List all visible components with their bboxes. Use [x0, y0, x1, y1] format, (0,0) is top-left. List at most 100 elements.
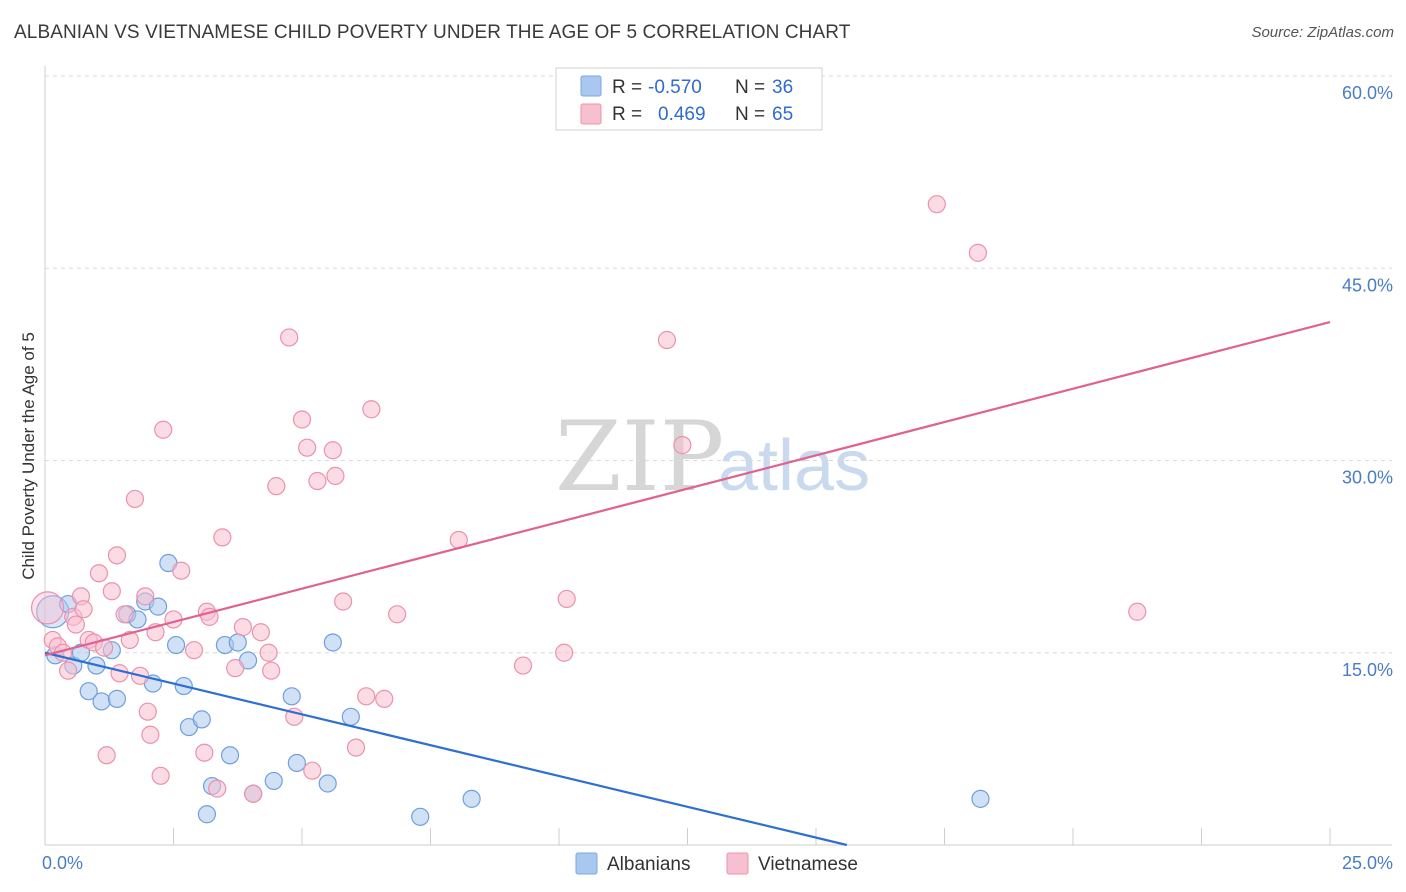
data-point-vietnamese — [251, 623, 270, 642]
data-point-vietnamese — [97, 746, 116, 765]
data-point-vietnamese — [362, 400, 381, 419]
data-point-vietnamese — [280, 328, 299, 347]
y-tick-label-2: 45.0% — [1342, 275, 1393, 295]
data-point-vietnamese — [334, 592, 353, 611]
data-point-vietnamese — [968, 243, 988, 262]
data-point-albanians — [462, 789, 481, 808]
data-point-vietnamese — [1128, 602, 1147, 621]
data-point-vietnamese — [66, 615, 85, 634]
data-point-vietnamese — [208, 779, 227, 798]
data-point-vietnamese — [226, 659, 245, 678]
legend-r-value-albanians: -0.570 — [648, 77, 702, 98]
data-point-vietnamese — [141, 725, 160, 744]
legend-r-label-vietnamese: R = — [612, 104, 642, 125]
series-legend-label-albanians: Albanians — [607, 854, 690, 875]
data-point-vietnamese — [244, 784, 263, 803]
data-point-vietnamese — [259, 643, 278, 662]
legend-swatch-albanians — [580, 75, 602, 97]
data-point-vietnamese — [375, 689, 394, 708]
grid-lines — [45, 75, 1392, 654]
data-point-vietnamese — [136, 587, 155, 606]
legend-n-label-albanians: N = — [735, 77, 765, 98]
data-point-vietnamese — [292, 410, 312, 429]
data-point-vietnamese — [110, 664, 129, 683]
series-legend: Albanians Vietnamese — [575, 852, 858, 875]
watermark: ZIP atlas — [555, 401, 870, 513]
data-point-vietnamese — [233, 618, 252, 637]
legend-r-label-albanians: R = — [612, 77, 642, 98]
data-point-vietnamese — [513, 656, 533, 675]
watermark-zip: ZIP — [555, 401, 724, 513]
data-point-vietnamese — [387, 605, 407, 624]
data-point-vietnamese — [357, 687, 376, 706]
y-axis-title: Child Poverty Under the Age of 5 — [19, 332, 38, 580]
data-point-albanians — [107, 689, 127, 708]
trend-line-vietnamese — [44, 321, 1331, 657]
x-tick-label-1: 25.0% — [1342, 853, 1393, 873]
data-point-albanians — [341, 707, 360, 726]
data-point-albanians — [971, 789, 990, 808]
trend-line-albanians — [44, 651, 848, 847]
data-point-albanians — [287, 753, 306, 773]
data-point-vietnamese — [151, 766, 170, 785]
data-point-vietnamese — [673, 436, 692, 455]
data-point-vietnamese — [267, 477, 286, 496]
data-point-vietnamese — [557, 589, 576, 609]
series-legend-label-vietnamese: Vietnamese — [758, 854, 858, 875]
data-point-albanians — [197, 805, 217, 824]
chart-title: ALBANIAN VS VIETNAMESE CHILD POVERTY UND… — [14, 22, 851, 43]
trend-lines — [44, 321, 1331, 847]
data-point-vietnamese — [326, 466, 345, 485]
data-point-vietnamese — [298, 438, 317, 457]
data-point-vietnamese — [346, 738, 366, 757]
data-point-vietnamese — [323, 441, 342, 460]
data-point-albanians — [228, 633, 247, 652]
data-point-vietnamese — [102, 582, 121, 601]
data-point-vietnamese — [115, 605, 134, 624]
data-point-albanians — [79, 682, 98, 701]
y-tick-label-1: 30.0% — [1342, 468, 1393, 488]
legend-n-value-albanians: 36 — [772, 77, 793, 98]
legend-swatch-vietnamese — [580, 103, 602, 125]
data-point-vietnamese — [213, 528, 232, 547]
series-points-albanians — [36, 553, 990, 826]
legend-n-label-vietnamese: N = — [735, 104, 765, 125]
x-axis-ticks: 0.0% 25.0% — [42, 828, 1393, 873]
data-point-vietnamese — [107, 546, 127, 565]
data-point-albanians — [192, 710, 211, 729]
data-point-albanians — [318, 774, 337, 793]
series-points-vietnamese — [30, 195, 1147, 803]
series-legend-swatch-albanians — [575, 852, 598, 875]
data-point-vietnamese — [262, 661, 281, 680]
data-point-vietnamese — [89, 564, 109, 583]
data-point-vietnamese — [172, 561, 191, 580]
axes — [44, 66, 1392, 846]
data-point-vietnamese — [59, 661, 78, 680]
data-point-albanians — [282, 687, 301, 706]
x-tick-label-0: 0.0% — [42, 853, 83, 873]
data-point-albanians — [220, 746, 240, 765]
data-point-albanians — [264, 771, 283, 791]
data-points — [30, 195, 1147, 826]
data-point-vietnamese — [30, 591, 65, 625]
legend-r-value-vietnamese: 0.469 — [658, 104, 706, 125]
watermark-atlas: atlas — [718, 426, 870, 506]
data-point-albanians — [148, 597, 168, 616]
legend-n-value-vietnamese: 65 — [772, 104, 793, 125]
data-point-vietnamese — [184, 641, 204, 660]
series-legend-swatch-vietnamese — [726, 852, 749, 875]
data-point-albanians — [411, 807, 430, 826]
data-point-vietnamese — [195, 743, 214, 762]
data-point-vietnamese — [138, 702, 157, 721]
y-axis-ticks: 15.0% 30.0% 45.0% 60.0% — [1342, 83, 1393, 680]
data-point-vietnamese — [927, 195, 946, 214]
data-point-albanians — [92, 692, 111, 711]
data-point-vietnamese — [555, 643, 574, 662]
data-point-vietnamese — [303, 761, 322, 780]
data-point-vietnamese — [308, 471, 327, 491]
stats-legend: R = -0.570 N = 36 R = 0.469 N = 65 — [555, 67, 823, 131]
data-point-albanians — [166, 635, 186, 655]
y-tick-label-0: 15.0% — [1342, 660, 1393, 680]
data-point-vietnamese — [657, 330, 677, 350]
